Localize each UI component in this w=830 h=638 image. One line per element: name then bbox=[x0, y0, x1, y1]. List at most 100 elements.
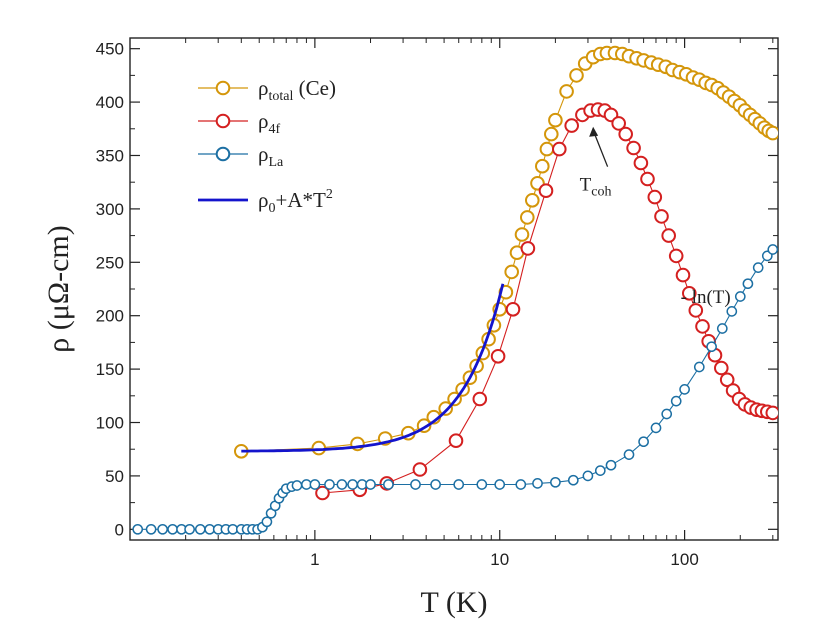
data-point bbox=[514, 227, 530, 242]
y-tick-label: 400 bbox=[96, 93, 124, 112]
data-point bbox=[490, 349, 506, 364]
data-point bbox=[515, 479, 527, 490]
data-point bbox=[668, 248, 684, 264]
tcoh-label: Tcoh bbox=[580, 175, 612, 200]
data-point bbox=[765, 405, 778, 421]
data-point bbox=[347, 479, 358, 490]
data-point bbox=[548, 112, 563, 128]
x-tick-label: 10 bbox=[490, 550, 509, 569]
data-point bbox=[194, 523, 206, 535]
data-point bbox=[682, 286, 697, 301]
x-axis-title: T (K) bbox=[421, 586, 488, 619]
data-point bbox=[157, 523, 168, 535]
data-point bbox=[539, 141, 555, 157]
data-point bbox=[167, 523, 178, 535]
data-point bbox=[742, 278, 754, 290]
data-point bbox=[752, 262, 764, 273]
data-point bbox=[765, 125, 778, 141]
data-point bbox=[706, 341, 717, 353]
data-point bbox=[448, 433, 464, 449]
data-point bbox=[520, 241, 536, 256]
data-point bbox=[430, 479, 441, 490]
data-point bbox=[679, 384, 690, 395]
legend-label: ρtotal (Ce) bbox=[258, 76, 336, 104]
data-point bbox=[532, 478, 543, 489]
data-point bbox=[453, 479, 465, 490]
data-point bbox=[688, 303, 704, 318]
plot-area bbox=[132, 45, 778, 535]
data-point bbox=[675, 267, 691, 283]
data-point bbox=[145, 523, 157, 535]
y-tick-label: 50 bbox=[105, 467, 124, 486]
x-tick-label: 1 bbox=[310, 550, 319, 569]
legend-marker bbox=[215, 113, 231, 129]
legend-marker bbox=[215, 80, 231, 96]
data-point bbox=[567, 474, 579, 486]
data-point bbox=[315, 485, 330, 501]
legend-marker bbox=[215, 146, 231, 162]
data-point bbox=[647, 189, 663, 205]
y-tick-label: 200 bbox=[96, 307, 124, 326]
data-point bbox=[504, 264, 520, 280]
data-point bbox=[654, 209, 669, 224]
data-point bbox=[559, 84, 574, 99]
data-point bbox=[693, 361, 705, 373]
data-point bbox=[184, 523, 195, 535]
data-point bbox=[520, 210, 535, 225]
data-point bbox=[505, 302, 521, 317]
y-tick-label: 0 bbox=[115, 520, 124, 539]
data-point bbox=[324, 479, 335, 490]
annotations: Tcoh - ln(T) bbox=[580, 126, 731, 308]
data-point bbox=[569, 68, 584, 83]
data-point bbox=[132, 523, 144, 535]
legend-label: ρ0+A*T2 bbox=[258, 187, 333, 216]
y-tick-label: 250 bbox=[96, 253, 124, 272]
data-point bbox=[719, 372, 735, 388]
data-point bbox=[525, 193, 540, 208]
axis-ticks: 0 50 100 150 200 250 300 350 400 450 1 10 100 bbox=[96, 38, 778, 569]
data-point bbox=[605, 459, 617, 471]
data-point bbox=[564, 118, 580, 133]
data-point bbox=[538, 183, 554, 198]
data-point bbox=[670, 395, 682, 407]
y-tick-label: 300 bbox=[96, 200, 124, 219]
data-point bbox=[626, 140, 641, 156]
data-point bbox=[410, 479, 421, 490]
data-point bbox=[261, 516, 273, 528]
y-tick-label: 150 bbox=[96, 360, 124, 379]
data-point bbox=[618, 126, 634, 142]
data-point bbox=[336, 479, 348, 490]
data-point bbox=[476, 479, 488, 490]
data-point bbox=[611, 116, 627, 131]
data-point bbox=[383, 479, 394, 490]
data-point bbox=[412, 462, 428, 477]
data-point bbox=[365, 479, 376, 490]
legend-label: ρLa bbox=[258, 142, 284, 170]
tcoh-arrow bbox=[593, 132, 609, 167]
y-tick-label: 350 bbox=[96, 146, 124, 165]
data-point bbox=[494, 479, 506, 490]
data-point bbox=[309, 479, 321, 490]
data-point bbox=[661, 408, 673, 420]
data-point bbox=[633, 155, 649, 171]
data-point bbox=[695, 319, 710, 334]
ln-annotation: - ln(T) bbox=[681, 287, 731, 308]
data-point bbox=[552, 141, 567, 157]
data-point bbox=[716, 323, 728, 334]
data-point bbox=[767, 244, 778, 255]
series-line bbox=[241, 283, 505, 453]
data-point bbox=[638, 436, 649, 448]
data-point bbox=[734, 291, 746, 302]
series-group bbox=[132, 45, 778, 535]
y-tick-label: 100 bbox=[96, 414, 124, 433]
data-point bbox=[661, 228, 677, 243]
data-point bbox=[623, 449, 635, 460]
data-point bbox=[550, 476, 561, 488]
data-point bbox=[472, 391, 488, 407]
data-point bbox=[291, 480, 303, 491]
legend-label: ρ4f bbox=[258, 109, 280, 137]
data-point bbox=[544, 126, 559, 142]
data-point bbox=[594, 465, 606, 476]
data-point bbox=[535, 158, 550, 174]
data-point bbox=[582, 470, 594, 482]
